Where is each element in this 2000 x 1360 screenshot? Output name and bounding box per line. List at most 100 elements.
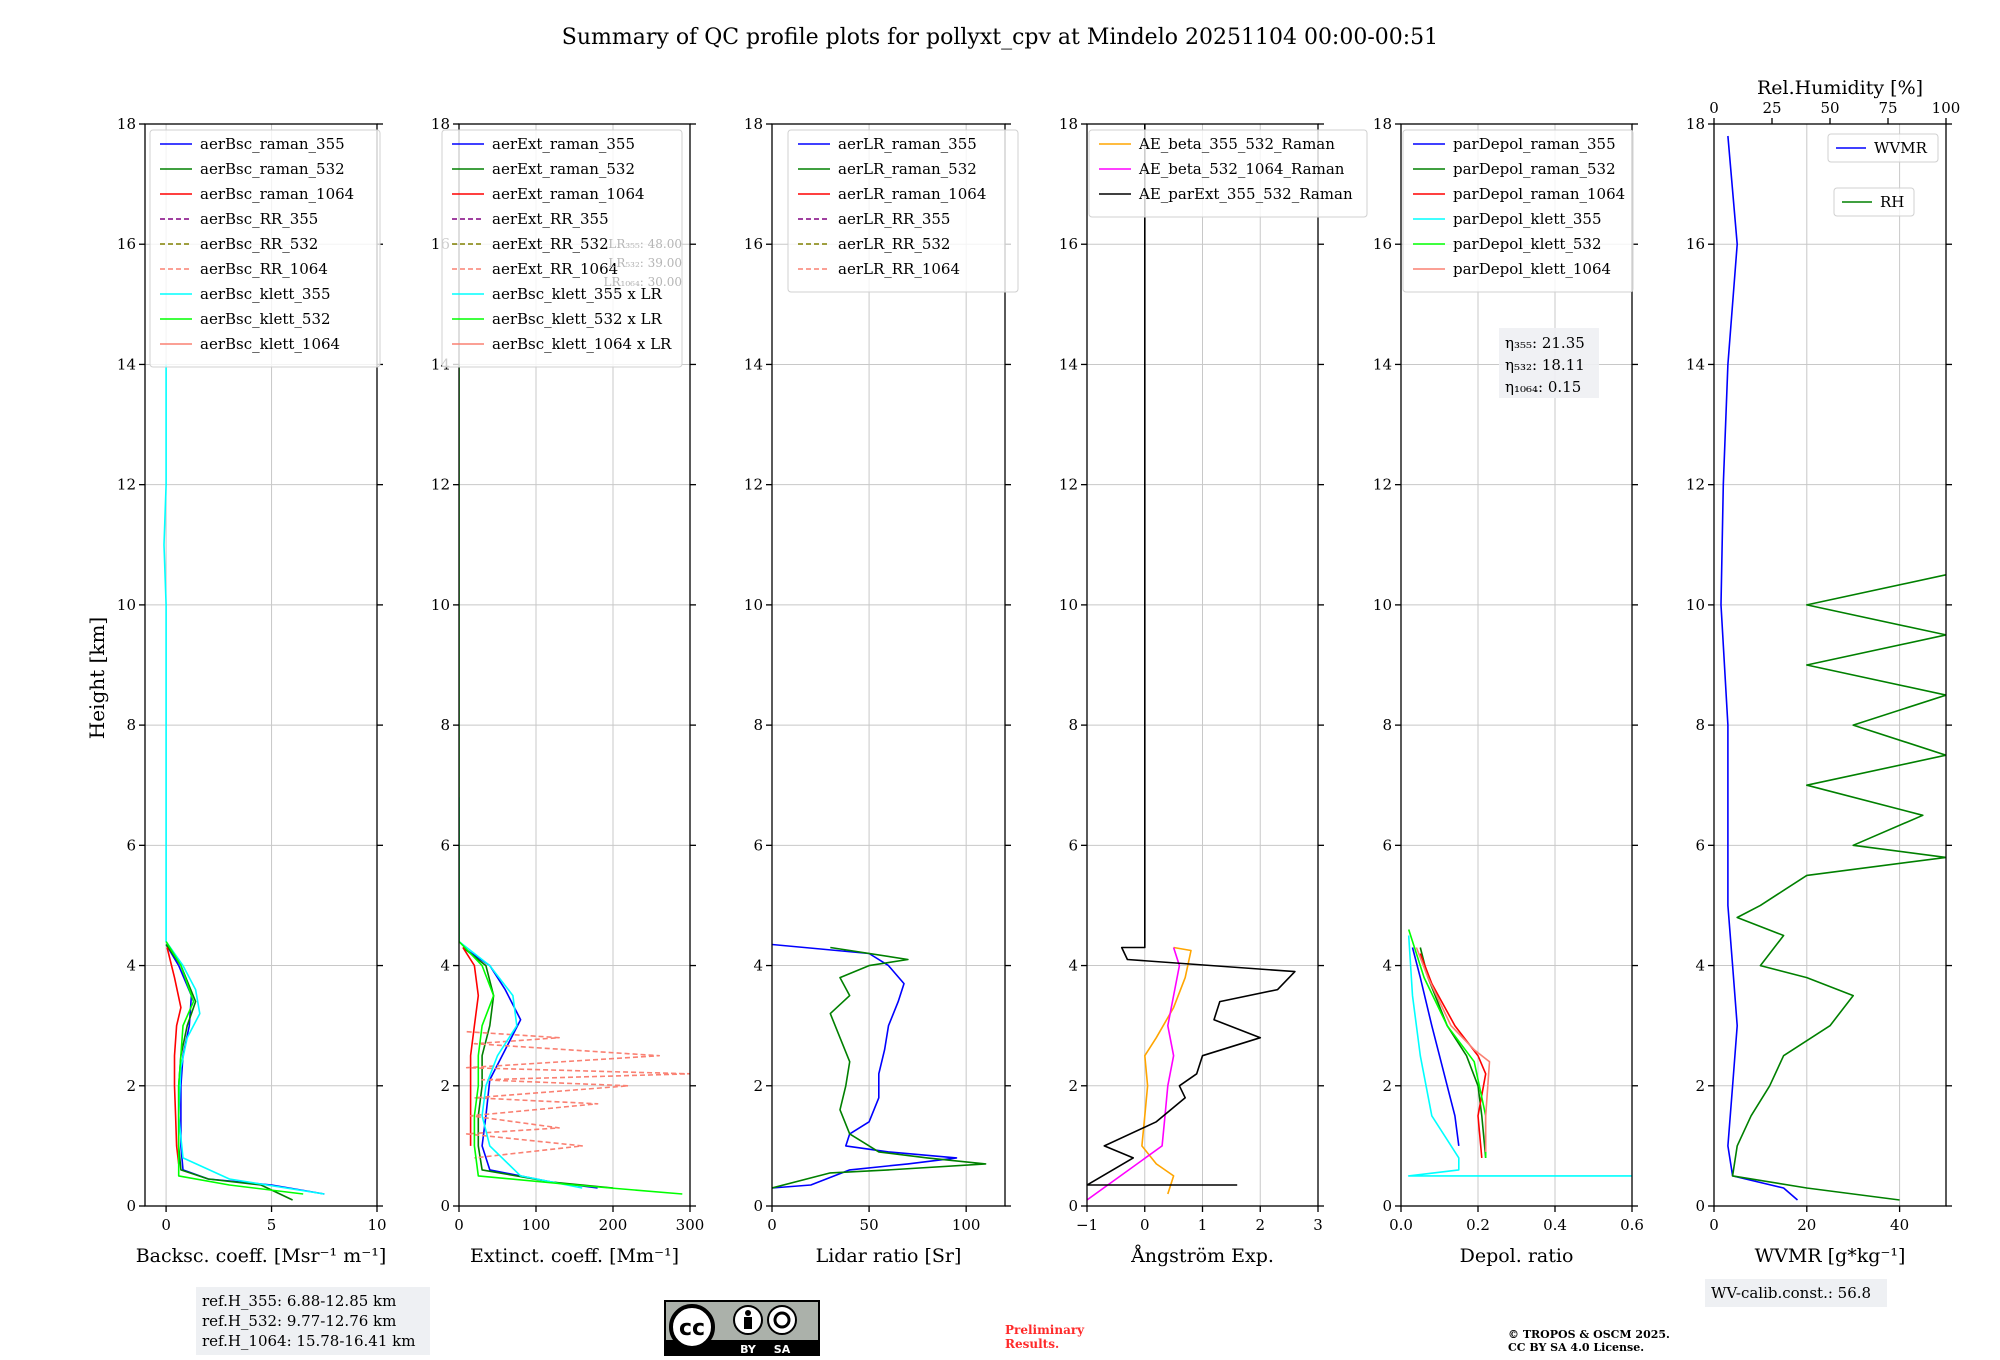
xtick-label: 40 [1890, 1216, 1909, 1234]
ytick-label: 4 [440, 957, 450, 975]
xtick-label: −1 [1076, 1216, 1098, 1234]
legend: AE_beta_355_532_Raman AE_beta_532_1064_Ra… [1088, 129, 1368, 218]
legend-label: parDepol_klett_532 [1453, 235, 1602, 253]
ytick-label: 10 [744, 596, 763, 614]
legend-box [1827, 133, 1939, 163]
wv-calibration-box: WV-calib.const.: 56.8 [1705, 1279, 1887, 1307]
legend-label: aerBsc_klett_1064 [200, 335, 340, 353]
ytick-label: 10 [117, 596, 136, 614]
legend-label: aerBsc_klett_1064 x LR [492, 335, 672, 353]
ytick-label: 14 [1373, 355, 1392, 373]
axes-frame [1400, 123, 1633, 1207]
axes-frame [458, 123, 691, 1207]
ytick-label: 14 [1686, 355, 1705, 373]
ytick-label: 12 [431, 476, 450, 494]
legend-label: parDepol_raman_355 [1453, 135, 1616, 153]
top-xtick-label: 0 [1709, 99, 1719, 117]
ytick-label: 16 [744, 235, 763, 253]
copyright-line-1: © TROPOS & OSCM 2025. [1508, 1328, 1670, 1341]
ytick-label: 6 [753, 836, 763, 854]
ytick-label: 8 [1695, 716, 1705, 734]
axes-frame [771, 123, 1006, 1207]
top-x-axis-label: Rel.Humidity [%] [1757, 77, 1923, 99]
legend-label: aerLR_raman_532 [838, 160, 977, 178]
legend-box [787, 129, 1019, 293]
ytick-label: 4 [1695, 957, 1705, 975]
legend-label: aerExt_raman_532 [492, 160, 635, 178]
refh-355: ref.H_355: 6.88-12.85 km [202, 1292, 397, 1310]
axes-frame [1713, 123, 1947, 1207]
ytick-label: 2 [753, 1077, 763, 1095]
eta-label: η₁₀₆₄: 0.15 [1505, 378, 1581, 396]
preliminary-line-1: Preliminary [1005, 1323, 1085, 1337]
xtick-label: 50 [860, 1216, 879, 1234]
ytick-label: 4 [1382, 957, 1392, 975]
xtick-label: 2 [1255, 1216, 1265, 1234]
preliminary-note: Preliminary Results. [1005, 1323, 1084, 1351]
ytick-label: 6 [1068, 836, 1078, 854]
series-group [772, 943, 987, 1189]
legend: aerBsc_raman_355 aerBsc_raman_532 aerBsc_r… [149, 129, 381, 368]
ytick-label: 8 [440, 716, 450, 734]
ytick-label: 18 [744, 115, 763, 133]
series-group [1720, 135, 1946, 1201]
top-xtick-label: 100 [1932, 99, 1961, 117]
x-axis-label: Lidar ratio [Sr] [816, 1245, 962, 1267]
lr-label: LR₃₅₅: 48.00 [608, 237, 682, 251]
ytick-label: 8 [1068, 716, 1078, 734]
series-aerBsc_klett_355 [163, 364, 325, 1195]
legend-label: aerExt_RR_355 [492, 210, 609, 228]
series-AE_beta_355_532_Raman [1141, 946, 1192, 1195]
eta-box [1499, 328, 1599, 398]
sa-icon [767, 1305, 797, 1335]
top-xtick-label: 75 [1878, 99, 1897, 117]
xtick-label: 0.6 [1620, 1216, 1644, 1234]
series-parDepol_klett_1064 [1415, 947, 1491, 1152]
legend-label: aerExt_raman_355 [492, 135, 635, 153]
legend-label: aerBsc_raman_355 [200, 135, 345, 153]
x-axis-label: Depol. ratio [1460, 1245, 1574, 1267]
top-xtick-label: 25 [1762, 99, 1781, 117]
series-AE_beta_532_1064_Raman [1087, 947, 1181, 1201]
series-aerBsc_raman_1064 [166, 947, 182, 1164]
ytick-label: 14 [1059, 355, 1078, 373]
ytick-label: 0 [1695, 1197, 1705, 1215]
series-aerExt_RR_1064 [465, 1030, 690, 1159]
eta-label: η₃₅₅: 21.35 [1505, 334, 1585, 352]
ytick-label: 16 [117, 235, 136, 253]
xtick-label: 10 [367, 1216, 386, 1234]
legend-label: aerBsc_RR_532 [200, 235, 318, 253]
legend-label: aerBsc_klett_355 [200, 285, 331, 303]
ytick-label: 0 [440, 1197, 450, 1215]
xtick-label: 0 [161, 1216, 171, 1234]
legend-label: parDepol_raman_532 [1453, 160, 1616, 178]
xtick-label: 1 [1198, 1216, 1208, 1234]
legend-label: aerBsc_klett_532 x LR [492, 310, 663, 328]
series-aerLR_raman_532 [772, 946, 987, 1189]
xtick-label: 20 [1797, 1216, 1816, 1234]
legend-label: parDepol_klett_355 [1453, 210, 1602, 228]
legend: aerExt_raman_355 aerExt_raman_532 aerExt_r… [441, 129, 683, 368]
ytick-label: 16 [1686, 235, 1705, 253]
ytick-label: 10 [1373, 596, 1392, 614]
series-aerBsc_klett_532 [165, 941, 304, 1195]
ytick-label: 8 [1382, 716, 1392, 734]
copyright-line-2: CC BY SA 4.0 License. [1508, 1341, 1645, 1354]
legend-box [1402, 129, 1634, 293]
series-aerExt_raman_532 [462, 946, 614, 1189]
series-aerBsc_raman_532 [165, 944, 293, 1201]
ytick-label: 0 [1382, 1197, 1392, 1215]
refh-1064: ref.H_1064: 15.78-16.41 km [202, 1332, 416, 1350]
figure-title: Summary of QC profile plots for pollyxt_… [562, 25, 1438, 50]
legend-label: AE_parExt_355_532_Raman [1138, 185, 1353, 203]
by-label: BY [740, 1343, 757, 1356]
xtick-label: 0.4 [1543, 1216, 1567, 1234]
series-group [459, 364, 690, 1195]
cc-icon [669, 1304, 715, 1350]
ytick-label: 8 [126, 716, 136, 734]
ytick-label: 10 [1059, 596, 1078, 614]
legend-box [149, 129, 381, 368]
ytick-label: 2 [1068, 1077, 1078, 1095]
ytick-label: 16 [1059, 235, 1078, 253]
